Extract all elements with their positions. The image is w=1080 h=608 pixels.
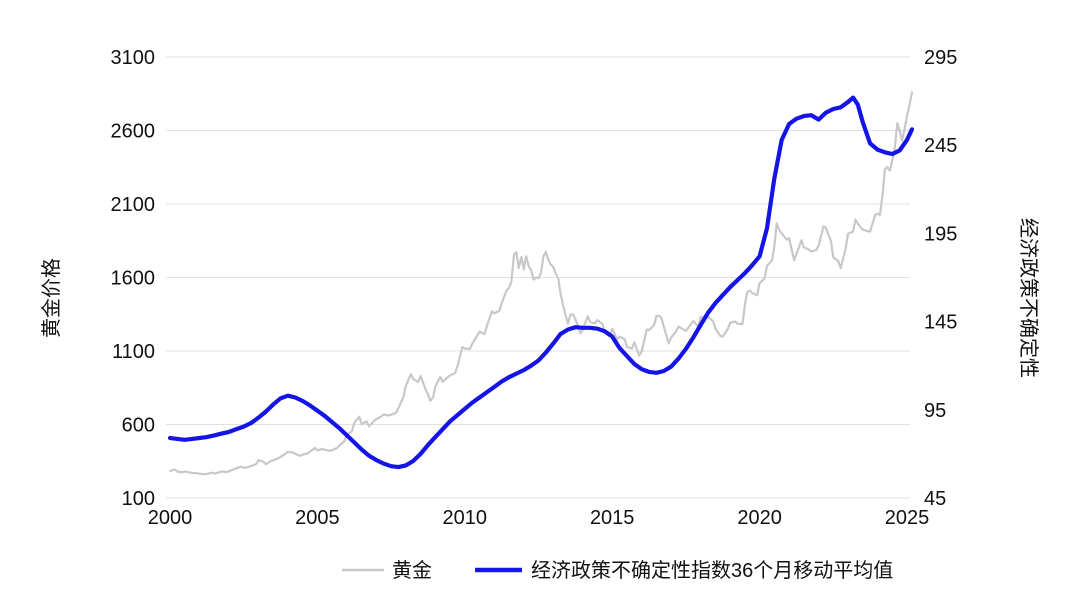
x-axis-tick-label: 2000 xyxy=(148,507,193,529)
epu-legend-label: 经济政策不确定性指数36个月移动平均值 xyxy=(531,559,893,582)
x-axis-tick-label: 2005 xyxy=(295,507,340,529)
right-axis-tick-label: 245 xyxy=(924,135,957,157)
left-axis-tick-label: 3100 xyxy=(111,47,156,69)
x-axis-tick-labels: 2000 2005 2010 2015 2020 2025 xyxy=(148,507,930,529)
gridlines xyxy=(166,56,910,499)
right-axis-tick-label: 195 xyxy=(924,223,957,245)
left-axis-tick-label: 100 xyxy=(122,488,155,510)
left-axis-tick-labels: 3100 2600 2100 1600 1100 600 100 xyxy=(111,47,156,510)
left-axis-tick-label: 2600 xyxy=(111,121,156,143)
gold-price-line xyxy=(168,91,914,476)
x-axis-tick-label: 2020 xyxy=(737,507,782,529)
left-axis-tick-label: 1600 xyxy=(111,268,156,290)
epu-36m-ma-line xyxy=(167,95,915,470)
right-axis-tick-label: 145 xyxy=(924,312,957,334)
x-axis-tick-label: 2025 xyxy=(885,507,930,529)
legend: 黄金 经济政策不确定性指数36个月移动平均值 xyxy=(342,559,893,582)
right-axis-title: 经济政策不确定性 xyxy=(1017,218,1040,378)
epu-line-series xyxy=(167,95,915,470)
right-axis-tick-label: 95 xyxy=(924,400,946,422)
left-axis-title: 黄金价格 xyxy=(40,258,63,338)
right-axis-tick-label: 45 xyxy=(924,488,946,510)
left-axis-tick-label: 1100 xyxy=(112,341,155,363)
x-axis-tick-label: 2015 xyxy=(590,507,635,529)
left-axis-tick-label: 2100 xyxy=(111,194,156,216)
right-axis-tick-labels: 295 245 195 145 95 45 xyxy=(924,47,957,510)
gold-line-series xyxy=(168,91,914,476)
gold-legend-label: 黄金 xyxy=(392,559,432,582)
left-axis-tick-label: 600 xyxy=(122,415,155,437)
right-axis-tick-label: 295 xyxy=(924,47,957,69)
x-axis-tick-label: 2010 xyxy=(443,507,488,529)
